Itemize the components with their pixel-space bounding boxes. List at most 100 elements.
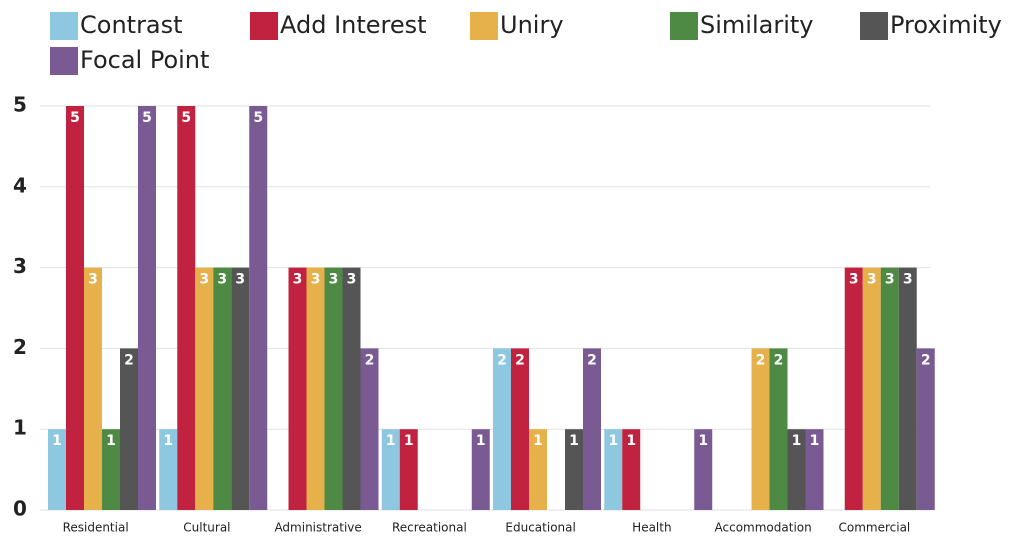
bar	[805, 429, 824, 510]
bar	[342, 267, 361, 510]
x-tick-label: Health	[632, 521, 671, 535]
bar	[529, 429, 547, 510]
bar	[751, 348, 770, 510]
legend-swatch	[50, 47, 78, 75]
value-label: 1	[106, 433, 116, 449]
bar	[511, 348, 529, 510]
value-label: 3	[311, 272, 321, 288]
value-label: 2	[124, 352, 134, 368]
x-tick-label: Accommodation	[715, 521, 812, 535]
value-label: 1	[163, 433, 173, 449]
value-label: 2	[515, 352, 525, 368]
value-label: 2	[497, 352, 507, 368]
legend-swatch	[50, 12, 78, 40]
bar	[769, 348, 788, 510]
x-tick-label: Recreational	[392, 521, 467, 535]
value-label: 1	[476, 433, 486, 449]
bar	[916, 348, 935, 510]
value-label: 1	[698, 433, 708, 449]
legend-label: Proximity	[890, 11, 1002, 39]
value-label: 1	[533, 433, 543, 449]
bar	[249, 106, 268, 510]
bar	[84, 267, 102, 510]
bar	[787, 429, 806, 510]
bar	[360, 348, 379, 510]
value-label: 3	[199, 272, 209, 288]
value-label: 1	[569, 433, 579, 449]
y-tick-label: 1	[13, 416, 27, 440]
value-label: 5	[181, 110, 191, 126]
legend-label: Similarity	[700, 11, 813, 39]
x-tick-label: Residential	[63, 521, 129, 535]
bar	[694, 429, 713, 510]
value-label: 3	[329, 272, 339, 288]
value-label: 1	[386, 433, 396, 449]
bar	[48, 429, 66, 510]
x-tick-label: Administrative	[274, 521, 361, 535]
bar	[213, 267, 232, 510]
value-label: 1	[810, 433, 820, 449]
value-label: 5	[142, 110, 152, 126]
bar	[231, 267, 250, 510]
bar	[138, 106, 156, 510]
legend-label: Contrast	[80, 11, 183, 39]
bar	[565, 429, 583, 510]
value-label: 1	[626, 433, 636, 449]
value-label: 2	[774, 352, 784, 368]
value-label: 1	[52, 433, 62, 449]
value-label: 3	[849, 272, 859, 288]
legend-label: Uniry	[500, 11, 564, 39]
value-label: 2	[365, 352, 375, 368]
x-tick-label: Commercial	[838, 521, 910, 535]
bar	[898, 267, 917, 510]
value-label: 3	[293, 272, 303, 288]
value-label: 2	[756, 352, 766, 368]
bar	[493, 348, 511, 510]
value-label: 5	[253, 110, 263, 126]
y-tick-label: 5	[13, 93, 27, 117]
bar	[66, 106, 84, 510]
value-label: 1	[792, 433, 802, 449]
y-tick-label: 2	[13, 335, 27, 359]
legend-label: Add Interest	[280, 11, 427, 39]
bar	[622, 429, 641, 510]
value-label: 3	[347, 272, 357, 288]
bar	[102, 429, 120, 510]
bar	[288, 267, 307, 510]
legend-swatch	[250, 12, 278, 40]
value-label: 3	[235, 272, 245, 288]
bar	[844, 267, 863, 510]
bar	[583, 348, 601, 510]
bar	[381, 429, 400, 510]
legend-label: Focal Point	[80, 46, 209, 74]
bar	[471, 429, 490, 510]
x-tick-label: Cultural	[183, 521, 230, 535]
value-label: 2	[921, 352, 931, 368]
value-label: 5	[70, 110, 80, 126]
value-label: 2	[587, 352, 597, 368]
value-label: 3	[903, 272, 913, 288]
bar	[880, 267, 899, 510]
value-label: 1	[404, 433, 414, 449]
y-tick-label: 3	[13, 254, 27, 278]
bar	[195, 267, 214, 510]
bar	[159, 429, 178, 510]
value-label: 3	[885, 272, 895, 288]
legend-swatch	[860, 12, 888, 40]
bar	[324, 267, 343, 510]
y-tick-label: 4	[13, 173, 27, 197]
legend-swatch	[670, 12, 698, 40]
bar	[306, 267, 325, 510]
bar	[399, 429, 418, 510]
bar	[120, 348, 138, 510]
value-label: 1	[608, 433, 618, 449]
x-tick-label: Educational	[505, 521, 575, 535]
value-label: 3	[217, 272, 227, 288]
value-label: 3	[88, 272, 98, 288]
bar	[177, 106, 196, 510]
y-tick-label: 0	[13, 497, 27, 521]
bar	[604, 429, 623, 510]
value-label: 3	[867, 272, 877, 288]
legend-swatch	[470, 12, 498, 40]
